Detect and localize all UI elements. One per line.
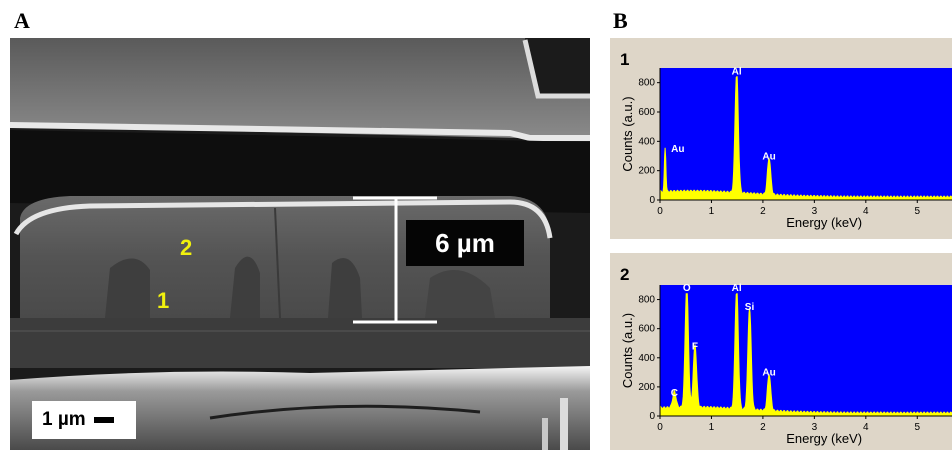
x-tick-label: 4 [863,422,869,433]
peak-label: Au [762,368,775,379]
scale-bar: 1 µm [32,401,136,439]
y-tick-label: 800 [638,295,655,306]
eds-spectrum-chart-1: Au Al Au 0 200 400 600 800 0 1 2 3 4 5 Energy (keV) Cou… [620,66,952,230]
y-tick-label: 0 [649,411,655,422]
region-2-label: 2 [180,235,193,260]
x-tick-label: 5 [914,422,920,433]
spectrum-trace [660,293,952,417]
x-axis-label: Energy (keV) [786,215,862,230]
y-tick-label: 600 [638,107,655,118]
peak-label: Al [732,66,742,77]
x-tick-label: 2 [760,206,766,217]
y-tick-label: 0 [649,195,655,206]
y-tick-label: 400 [638,136,655,147]
scale-bar-label: 1 µm [42,409,86,430]
x-tick-label: 4 [863,206,869,217]
x-tick-label: 3 [812,422,818,433]
x-tick-label: 3 [812,206,818,217]
peak-label: Au [671,144,684,155]
region-1-label: 1 [157,288,170,313]
y-tick-label: 600 [638,324,655,335]
peak-label: C [671,388,678,399]
panel-gap [610,239,952,253]
thickness-label: 6 µm [406,220,524,266]
spectrum-number: 2 [620,265,630,284]
y-tick-label: 800 [638,78,655,89]
panel-a-letter: A [14,8,30,33]
x-tick-label: 1 [709,206,715,217]
x-axis-label: Energy (keV) [786,431,862,446]
x-tick-label: 0 [657,422,663,433]
peak-label: F [692,341,698,352]
x-tick-label: 2 [760,422,766,433]
y-tick-label: 400 [638,353,655,364]
eds-spectrum-panel-2: 2 C O F Al Si Au 0 200 400 600 800 0 1 2 3 4 5 Energy (ke… [610,253,952,450]
y-tick-label: 200 [638,382,655,393]
x-tick-label: 1 [709,422,715,433]
sem-cross-section-image: 2 1 6 µm 1 µm [10,38,590,450]
x-tick-label: 0 [657,206,663,217]
spectrum-trace [660,76,952,201]
spectrum-number: 1 [620,50,630,69]
peak-label: O [683,283,691,294]
scale-bar-line [93,417,114,423]
peak-label: Si [745,302,755,313]
plot-area [660,68,952,200]
peak-label: Au [762,151,775,162]
y-axis-label: Counts (a.u.) [620,96,635,171]
plot-area [660,285,952,416]
y-axis-label: Counts (a.u.) [620,313,635,388]
panel-b-letter: B [613,8,628,33]
y-tick-label: 200 [638,166,655,177]
eds-spectrum-panel-1: 1 Au Al Au 0 200 400 600 800 0 1 2 3 4 5 Energy (keV) C… [610,38,952,239]
peak-label: Al [732,283,742,294]
x-tick-label: 5 [914,206,920,217]
